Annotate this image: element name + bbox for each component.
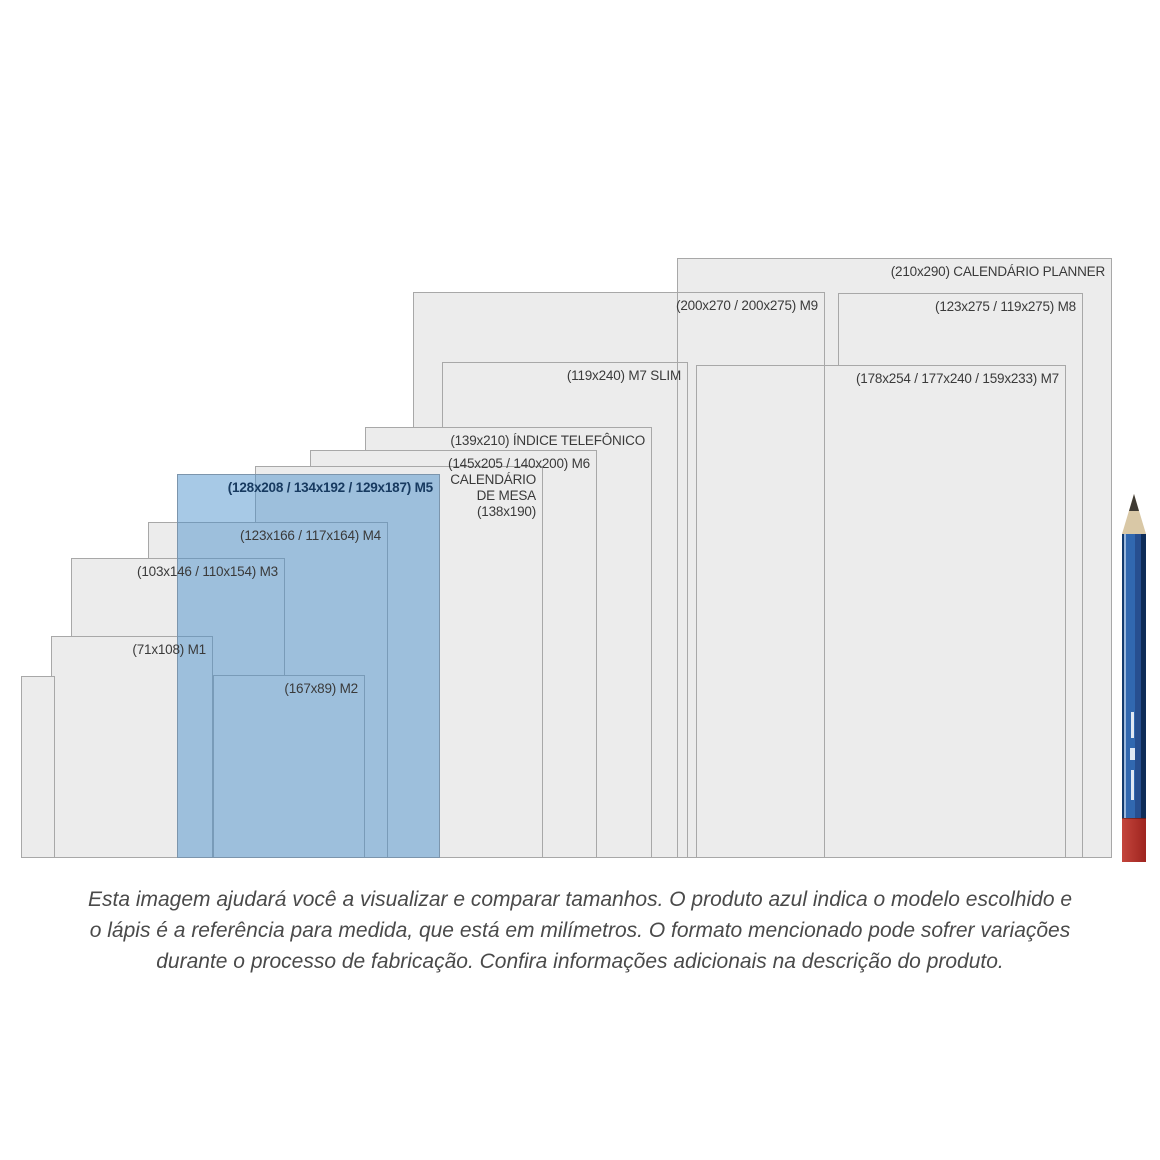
planner-left-edge-line [677, 292, 678, 858]
description-line-2: o lápis é a referência para medida, que … [89, 919, 1071, 942]
label-m5-selected: (128x208 / 134x192 / 129x187) M5 [227, 480, 433, 495]
label-m4: (123x166 / 117x164) M4 [240, 528, 381, 543]
pencil-body [1122, 534, 1146, 818]
label-m2: (167x89) M2 [284, 681, 358, 696]
description-line-1: Esta imagem ajudará você a visualizar e … [87, 888, 1073, 911]
box-m1 [51, 636, 213, 858]
description-line-3: durante o processo de fabricação. Confir… [156, 950, 1004, 973]
label-m9: (200x270 / 200x275) M9 [676, 298, 818, 313]
pencil-end-cap [1122, 818, 1146, 862]
description-paragraph: Esta imagem ajudará você a visualizar e … [0, 884, 1160, 977]
m9-right-edge-line [824, 365, 825, 858]
box-edge-partial-box [21, 676, 55, 858]
label-calendario-planner: (210x290) CALENDÁRIO PLANNER [890, 264, 1105, 279]
label-m1: (71x108) M1 [132, 642, 206, 657]
label-m8: (123x275 / 119x275) M8 [935, 299, 1076, 314]
label-m7-slim: (119x240) M7 SLIM [566, 368, 681, 383]
label-m7: (178x254 / 177x240 / 159x233) M7 [856, 371, 1059, 386]
pencil-graphite-tip [1129, 494, 1139, 511]
box-m7 [696, 365, 1066, 858]
pencil-brand-mark [1131, 712, 1134, 738]
box-m2 [213, 675, 365, 858]
label-calendario-de-mesa: CALENDÁRIO DE MESA (138x190) [450, 472, 536, 519]
pencil-brand-mark [1131, 770, 1134, 800]
label-m6: (145x205 / 140x200) M6 [448, 456, 590, 471]
label-indice-telefonico: (139x210) ÍNDICE TELEFÔNICO [450, 433, 645, 448]
box-m5-selected [177, 474, 440, 858]
pencil-brand-mark [1130, 748, 1135, 760]
pencil-icon [1122, 494, 1146, 862]
label-m3: (103x146 / 110x154) M3 [137, 564, 278, 579]
